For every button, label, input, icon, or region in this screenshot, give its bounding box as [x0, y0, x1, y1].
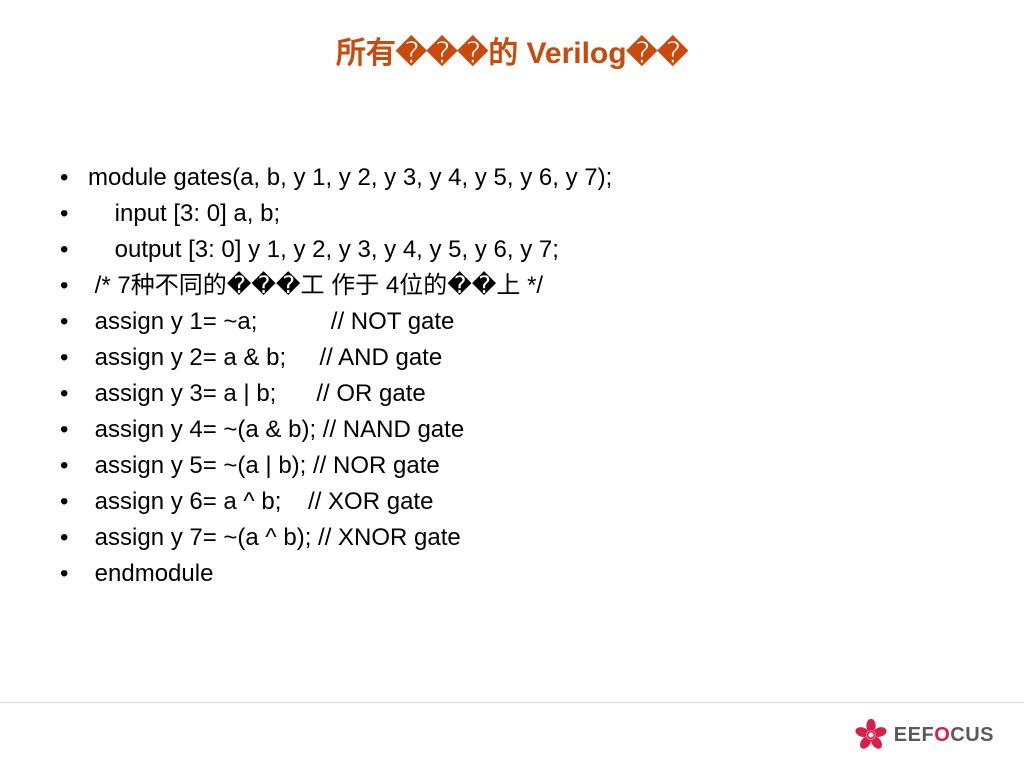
bullet-icon: •: [60, 196, 88, 232]
code-line: assign y 3= a | b; // OR gate: [88, 376, 426, 412]
list-item: • /* 7种不同的���工 作于 4位的��上 */: [60, 268, 964, 304]
list-item: • endmodule: [60, 556, 964, 592]
bullet-icon: •: [60, 376, 88, 412]
code-line: /* 7种不同的���工 作于 4位的��上 */: [88, 268, 543, 304]
bullet-icon: •: [60, 268, 88, 304]
slide-body: •module gates(a, b, y 1, y 2, y 3, y 4, …: [0, 80, 1024, 592]
code-line: output [3: 0] y 1, y 2, y 3, y 4, y 5, y…: [88, 232, 559, 268]
eefocus-flower-icon: [854, 718, 888, 752]
brand-logo: EEFOCUS: [854, 718, 994, 752]
list-item: • assign y 2= a & b; // AND gate: [60, 340, 964, 376]
bullet-icon: •: [60, 340, 88, 376]
bullet-icon: •: [60, 448, 88, 484]
code-line: assign y 6= a ^ b; // XOR gate: [88, 484, 433, 520]
bullet-icon: •: [60, 556, 88, 592]
bullet-icon: •: [60, 412, 88, 448]
code-line: assign y 7= ~(a ^ b); // XNOR gate: [88, 520, 461, 556]
list-item: •module gates(a, b, y 1, y 2, y 3, y 4, …: [60, 160, 964, 196]
code-line: module gates(a, b, y 1, y 2, y 3, y 4, y…: [88, 160, 612, 196]
bullet-icon: •: [60, 160, 88, 196]
list-item: • output [3: 0] y 1, y 2, y 3, y 4, y 5,…: [60, 232, 964, 268]
list-item: • assign y 7= ~(a ^ b); // XNOR gate: [60, 520, 964, 556]
list-item: • input [3: 0] a, b;: [60, 196, 964, 232]
brand-text: EEFOCUS: [894, 724, 994, 747]
bullet-icon: •: [60, 232, 88, 268]
list-item: • assign y 3= a | b; // OR gate: [60, 376, 964, 412]
brand-text-part1: EEF: [894, 724, 934, 746]
list-item: • assign y 4= ~(a & b); // NAND gate: [60, 412, 964, 448]
code-line: endmodule: [88, 556, 213, 592]
bullet-list: •module gates(a, b, y 1, y 2, y 3, y 4, …: [60, 160, 964, 592]
footer: EEFOCUS: [0, 702, 1024, 768]
bullet-icon: •: [60, 484, 88, 520]
code-line: assign y 4= ~(a & b); // NAND gate: [88, 412, 464, 448]
slide: 所有���的 Verilog�� •module gates(a, b, y 1…: [0, 0, 1024, 768]
slide-title: 所有���的 Verilog��: [0, 0, 1024, 80]
bullet-icon: •: [60, 304, 88, 340]
brand-text-accent: O: [934, 724, 950, 746]
code-line: assign y 2= a & b; // AND gate: [88, 340, 442, 376]
list-item: • assign y 5= ~(a | b); // NOR gate: [60, 448, 964, 484]
code-line: input [3: 0] a, b;: [88, 196, 280, 232]
code-line: assign y 1= ~a; // NOT gate: [88, 304, 454, 340]
list-item: • assign y 1= ~a; // NOT gate: [60, 304, 964, 340]
bullet-icon: •: [60, 520, 88, 556]
brand-text-part2: CUS: [950, 724, 994, 746]
list-item: • assign y 6= a ^ b; // XOR gate: [60, 484, 964, 520]
code-line: assign y 5= ~(a | b); // NOR gate: [88, 448, 440, 484]
